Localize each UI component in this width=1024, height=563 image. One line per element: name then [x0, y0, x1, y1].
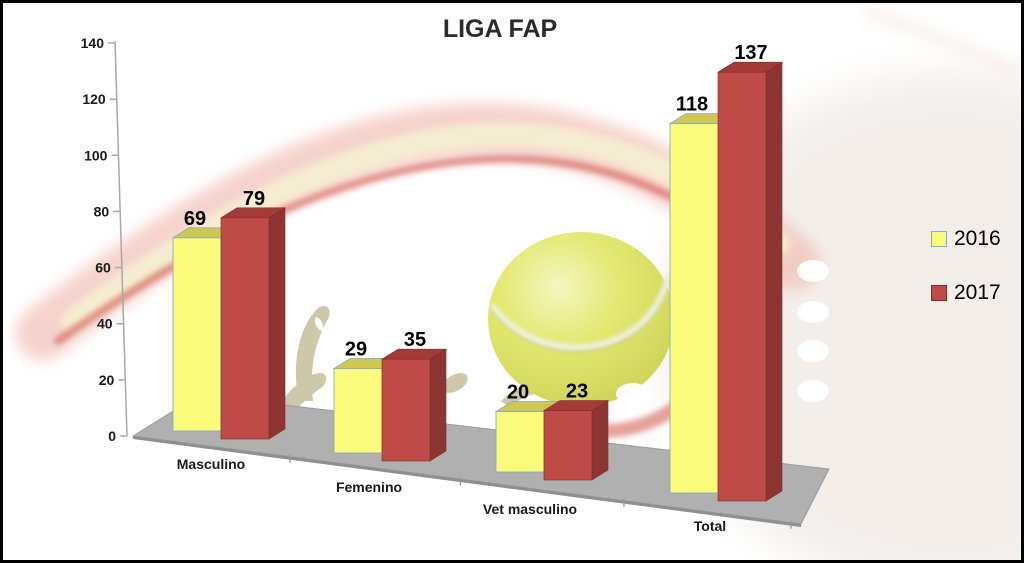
- y-axis-tick-label: 40: [97, 316, 113, 332]
- legend-swatch-2017: [931, 285, 947, 301]
- tennis-ball-icon: [488, 232, 674, 406]
- y-axis-tick-label: 140: [81, 35, 105, 51]
- trail-dot-icon: [797, 301, 829, 323]
- y-axis-tick-label: 60: [95, 260, 111, 276]
- bar-2016-total: [668, 113, 736, 494]
- value-label-2016-vet-masculino: 20: [507, 382, 529, 404]
- value-label-2016-femenino: 29: [345, 339, 367, 361]
- legend-swatch-2016: [931, 231, 947, 247]
- chart-title: LIGA FAP: [442, 15, 558, 43]
- bar-2017-masculino: [219, 207, 287, 440]
- y-axis-tick-label: 80: [94, 203, 110, 219]
- legend-label-2016: 2016: [954, 227, 1001, 250]
- chart-plot-area: 0 20 40 60 80 100 120 140 69 79 29 35 20 23 118 137 Masc…: [15, 6, 1021, 560]
- trail-dot-icon: [797, 340, 829, 362]
- trail-dot-icon: [797, 380, 829, 402]
- bar-2016-masculino: [171, 227, 239, 432]
- y-axis-tick-label: 100: [84, 147, 108, 163]
- value-label-2017-total: 137: [734, 42, 767, 64]
- trail-dot-icon: [797, 260, 829, 282]
- y-axis-tick-label: 0: [108, 428, 116, 444]
- bar-2016-vet-masculino: [494, 401, 562, 473]
- category-label-masculino: Masculino: [177, 456, 245, 472]
- value-label-2016-masculino: 69: [184, 208, 206, 230]
- value-label-2017-vet-masculino: 23: [566, 381, 588, 403]
- category-label-total: Total: [694, 518, 726, 534]
- bar-2017-femenino: [380, 348, 448, 462]
- bars: 69 79 29 35 20 23 118 137: [171, 42, 784, 502]
- value-label-2016-total: 118: [676, 94, 708, 116]
- legend: 2016 2017: [931, 227, 1001, 335]
- category-label-femenino: Femenino: [336, 479, 402, 495]
- value-label-2017-femenino: 35: [404, 329, 426, 351]
- y-axis: 0 20 40 60 80 100 120 140: [81, 35, 128, 444]
- legend-item-2017: 2017: [931, 281, 1001, 305]
- legend-item-2016: 2016: [931, 227, 1001, 251]
- category-label-vet-masculino: Vet masculino: [483, 501, 577, 517]
- bar-2017-vet-masculino: [542, 399, 610, 481]
- legend-label-2017: 2017: [954, 281, 1001, 304]
- y-axis-tick-label: 20: [99, 372, 115, 388]
- value-label-2017-masculino: 79: [243, 188, 265, 210]
- trail-dot-icon: [616, 383, 650, 405]
- bar-2017-total: [716, 61, 784, 502]
- y-axis-tick-label: 120: [82, 91, 106, 107]
